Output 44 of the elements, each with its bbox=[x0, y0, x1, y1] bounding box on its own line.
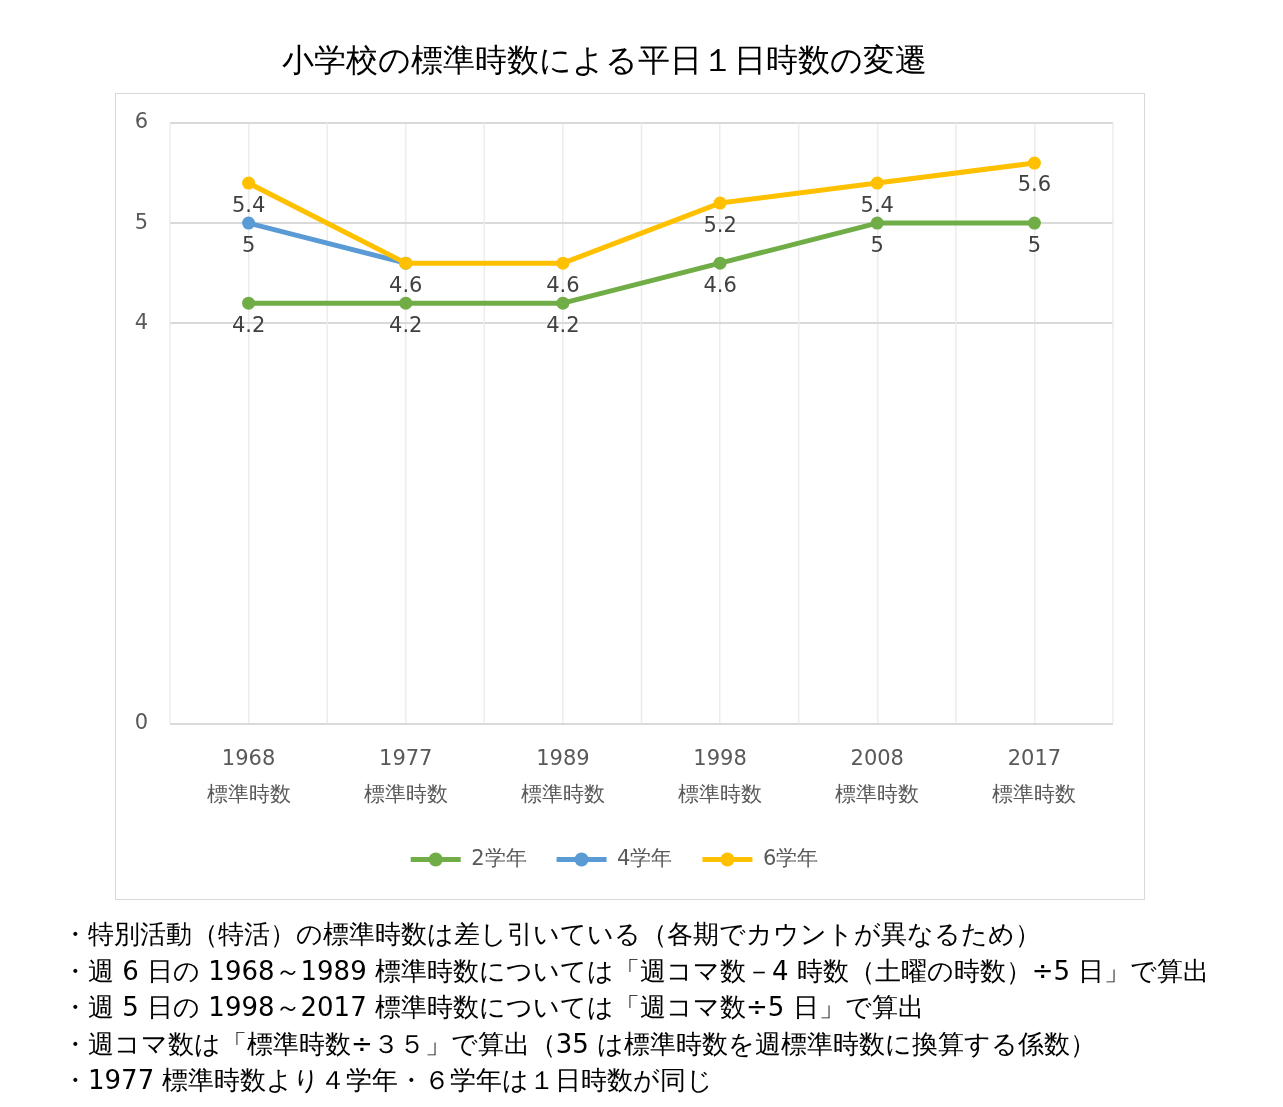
legend-label: 2学年 bbox=[471, 845, 527, 870]
legend-label: 6学年 bbox=[762, 845, 819, 870]
data-label: 4.6 bbox=[389, 272, 423, 297]
data-label: 4.2 bbox=[231, 312, 266, 337]
data-label: 4.2 bbox=[546, 312, 580, 337]
y-tick-label: 0 bbox=[134, 710, 148, 735]
text: ・特別活動（特活）の標準時数は差し引いている（各期でカウントが異なるため） bbox=[62, 918, 1042, 951]
point bbox=[1027, 216, 1041, 230]
point bbox=[713, 196, 727, 210]
text: ・1977 標準時数より４学年・６学年は１日時数が同じ bbox=[62, 1064, 715, 1097]
y-tick-label: 5 bbox=[134, 209, 148, 234]
x-tick-label: 2017 標準時数 bbox=[992, 745, 1077, 806]
data-label: 5 bbox=[241, 232, 256, 257]
data-label: 5 bbox=[870, 232, 884, 257]
chart-title: 小学校の標準時数による平日１日時数の変遷 bbox=[280, 41, 928, 79]
point bbox=[556, 296, 570, 310]
point bbox=[556, 256, 570, 270]
y-tick-label: 6 bbox=[134, 109, 148, 134]
data-label: 4.6 bbox=[546, 272, 580, 297]
text: ・週 6 日の 1968～1989 標準時数については「週コマ数－4 時数（土曜の時数）÷5 日」で算出 bbox=[62, 954, 1210, 988]
data-label: 5.4 bbox=[860, 192, 894, 217]
point bbox=[242, 216, 256, 230]
point bbox=[399, 296, 413, 310]
data-label: 5.2 bbox=[703, 212, 737, 237]
x-tick-label: 1989 標準時数 bbox=[520, 745, 605, 806]
x-tick-label: 2008 標準時数 bbox=[835, 745, 920, 806]
point bbox=[1027, 156, 1041, 170]
point bbox=[870, 216, 884, 230]
data-label: 5.4 bbox=[231, 192, 266, 217]
point bbox=[242, 176, 256, 190]
text: ・週 5 日の 1998～2017 標準時数については「週コマ数÷5 日」で算出 bbox=[62, 991, 925, 1024]
text: ・週コマ数は「標準時数÷３５」で算出（35 は標準時数を週標準時数に換算する係数） bbox=[62, 1027, 1098, 1061]
point bbox=[870, 176, 884, 190]
data-label: 5 bbox=[1027, 232, 1042, 257]
data-label: 4.2 bbox=[389, 312, 423, 337]
point bbox=[242, 296, 256, 310]
data-label: 5.6 bbox=[1017, 172, 1052, 197]
x-tick-label: 1998 標準時数 bbox=[678, 745, 763, 806]
point bbox=[713, 256, 727, 270]
data-label: 4.6 bbox=[703, 272, 737, 297]
x-tick-label: 1977 標準時数 bbox=[363, 745, 448, 806]
x-tick-label: 1968 標準時数 bbox=[206, 745, 291, 806]
legend-label: 4学年 bbox=[617, 845, 673, 870]
y-tick-label: 4 bbox=[134, 309, 148, 334]
